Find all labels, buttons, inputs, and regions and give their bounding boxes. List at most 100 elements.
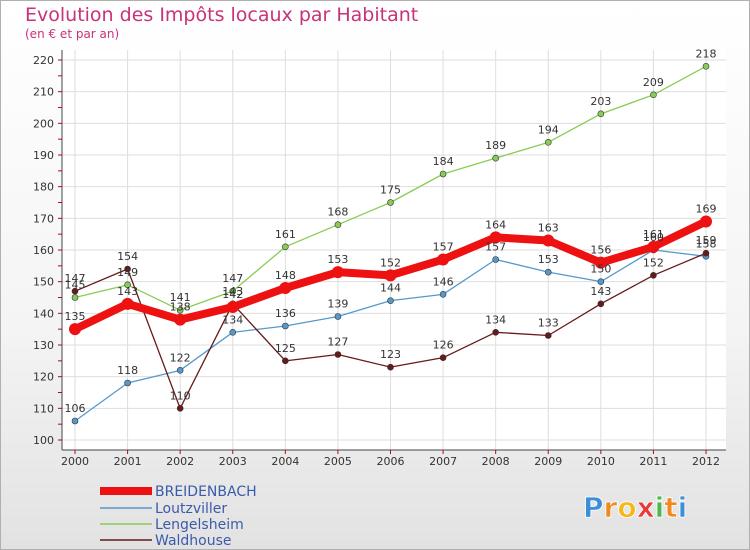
x-tick-label: 2010 (587, 455, 615, 468)
data-label-breidenbach: 148 (275, 269, 296, 282)
y-tick-label: 180 (33, 181, 54, 194)
data-label-loutzviller: 122 (170, 351, 191, 364)
data-point-loutzviller (229, 329, 237, 336)
data-point-lengelsheim (439, 170, 447, 178)
data-label-loutzviller: 136 (275, 307, 296, 320)
data-point-waldhouse (124, 265, 131, 273)
data-point-waldhouse (282, 357, 289, 365)
x-tick-label: 2002 (166, 455, 194, 468)
data-label-waldhouse: 134 (485, 313, 506, 326)
y-tick-label: 150 (33, 276, 54, 289)
data-point-lengelsheim (334, 221, 342, 228)
data-label-breidenbach: 143 (117, 285, 138, 298)
data-label-loutzviller: 139 (327, 298, 348, 311)
data-label-breidenbach: 135 (65, 310, 86, 323)
data-label-loutzviller: 144 (380, 282, 401, 295)
x-tick-label: 2007 (429, 455, 457, 468)
data-label-lengelsheim: 145 (65, 279, 86, 292)
data-label-loutzviller: 157 (485, 241, 506, 254)
data-point-lengelsheim (387, 199, 394, 206)
data-label-lengelsheim: 203 (590, 95, 611, 108)
data-point-breidenbach (174, 313, 187, 326)
data-point-loutzviller (597, 278, 605, 285)
chart-subtitle: (en € et par an) (25, 27, 119, 41)
data-point-loutzviller (544, 268, 552, 276)
data-point-loutzviller (387, 297, 394, 304)
y-tick-label: 110 (33, 402, 54, 415)
data-point-lengelsheim (282, 243, 289, 251)
data-point-lengelsheim (176, 306, 184, 314)
data-label-lengelsheim: 149 (117, 266, 138, 279)
legend-label-lengelsheim: Lengelsheim (155, 517, 244, 533)
grid (62, 50, 726, 450)
data-point-loutzviller (124, 379, 131, 387)
y-tick-label: 140 (33, 307, 54, 320)
data-point-breidenbach (542, 234, 555, 247)
data-label-waldhouse: 147 (65, 272, 86, 285)
data-point-waldhouse (702, 249, 710, 257)
data-label-waldhouse: 159 (696, 234, 717, 247)
data-label-breidenbach: 164 (485, 218, 506, 231)
data-label-lengelsheim: 161 (275, 228, 296, 241)
data-point-lengelsheim (544, 139, 552, 146)
data-point-lengelsheim (71, 294, 79, 301)
data-point-breidenbach (69, 323, 81, 336)
data-point-lengelsheim (650, 91, 657, 99)
data-point-lengelsheim (492, 154, 499, 162)
legend-label-waldhouse: Waldhouse (155, 533, 232, 549)
data-point-waldhouse (544, 332, 552, 339)
data-point-breidenbach (437, 253, 450, 266)
data-point-waldhouse (650, 272, 657, 279)
data-label-loutzviller: 106 (65, 402, 86, 415)
x-tick-label: 2005 (324, 455, 352, 468)
data-label-loutzviller: 118 (117, 364, 138, 377)
x-tick-label: 2001 (114, 455, 142, 468)
x-tick-label: 2006 (377, 455, 405, 468)
data-label-loutzviller: 158 (696, 237, 717, 250)
data-label-loutzviller: 134 (222, 313, 243, 326)
y-tick-label: 220 (33, 54, 54, 67)
data-label-breidenbach: 153 (327, 253, 348, 266)
legend-label-loutzviller: Loutzviller (155, 501, 227, 517)
data-point-lengelsheim (229, 287, 237, 295)
data-label-breidenbach: 161 (643, 228, 664, 241)
data-label-lengelsheim: 168 (327, 206, 348, 219)
y-tick-label: 190 (33, 149, 54, 162)
data-label-lengelsheim: 141 (170, 291, 191, 304)
data-point-lengelsheim (702, 63, 710, 70)
y-tick-label: 120 (33, 371, 54, 384)
data-point-breidenbach (700, 215, 712, 228)
data-label-breidenbach: 157 (433, 241, 454, 254)
data-point-breidenbach (647, 240, 660, 253)
y-tick-label: 170 (33, 212, 54, 225)
x-tick-label: 2000 (61, 455, 89, 468)
y-tick-label: 210 (33, 86, 54, 99)
data-point-loutzviller (71, 417, 79, 425)
proxiti-logo: Proxiti (583, 491, 688, 525)
logo-text: Proxiti (583, 491, 687, 524)
data-point-lengelsheim (597, 110, 605, 118)
data-label-lengelsheim: 194 (538, 123, 559, 136)
legend: BREIDENBACHLoutzvillerLengelsheimWaldhou… (100, 484, 257, 549)
data-point-waldhouse (176, 405, 184, 412)
x-tick-label: 2009 (534, 455, 562, 468)
data-point-loutzviller (334, 313, 342, 320)
data-label-breidenbach: 169 (696, 203, 717, 216)
data-label-loutzviller: 160 (643, 231, 664, 244)
data-point-breidenbach (226, 301, 239, 313)
axes: 100 110 120 130 140 150 160 170 180 190 200 210 220 2… (33, 50, 726, 468)
data-point-waldhouse (439, 354, 447, 361)
y-tick-label: 130 (33, 339, 54, 352)
data-point-breidenbach (594, 256, 607, 269)
data-label-lengelsheim: 189 (485, 139, 506, 152)
data-label-loutzviller: 146 (433, 275, 454, 288)
data-point-breidenbach (279, 282, 292, 294)
data-label-lengelsheim: 209 (643, 76, 664, 89)
data-point-loutzviller (282, 322, 289, 330)
data-point-loutzviller (492, 256, 499, 263)
data-label-breidenbach: 156 (590, 244, 611, 257)
data-label-loutzviller: 150 (590, 263, 611, 276)
data-label-loutzviller: 153 (538, 253, 559, 266)
data-label-breidenbach: 163 (538, 222, 559, 235)
